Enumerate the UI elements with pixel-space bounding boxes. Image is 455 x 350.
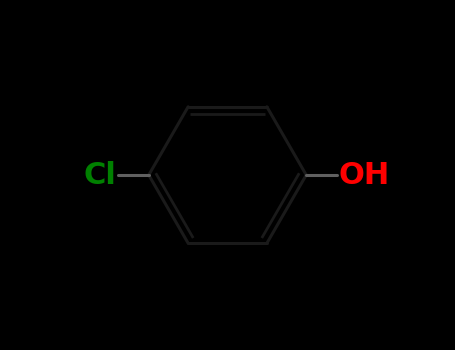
Text: OH: OH (339, 161, 390, 189)
Text: Cl: Cl (84, 161, 116, 189)
